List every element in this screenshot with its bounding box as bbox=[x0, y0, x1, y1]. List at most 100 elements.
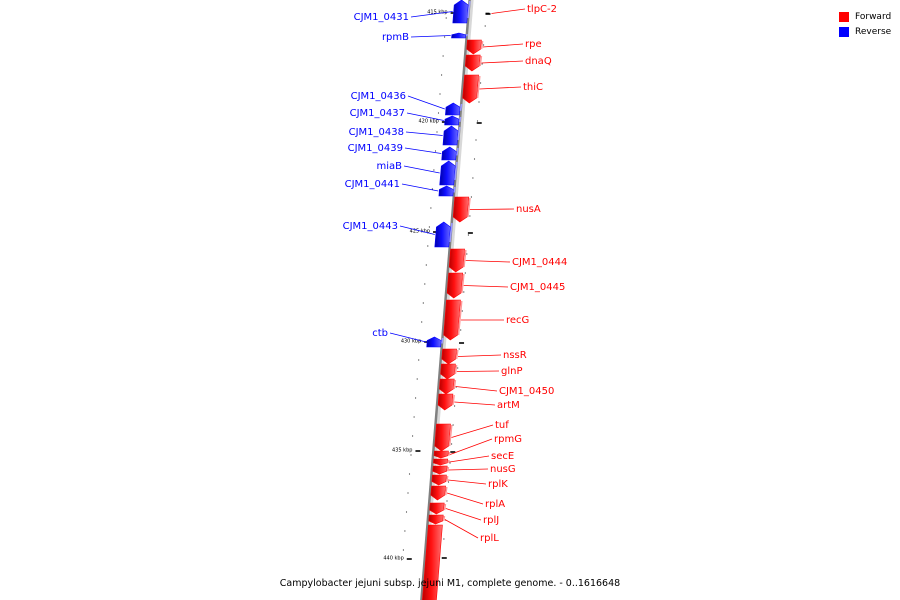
gene-feature-CJM1_0450 bbox=[439, 378, 457, 395]
gene-arrow-edge bbox=[455, 349, 459, 360]
minor-tick bbox=[460, 329, 462, 331]
gene-leader-line bbox=[463, 285, 509, 288]
minor-tick bbox=[472, 177, 474, 179]
minor-tick bbox=[473, 158, 476, 160]
gene-labels: CJM1_0431 tlpC-2 rpmB rpe dnaQ thiC CJM1_0436 C… bbox=[343, 4, 568, 544]
gene-leader-line bbox=[410, 11, 453, 18]
minor-tick bbox=[444, 36, 446, 38]
gene-arrow bbox=[434, 423, 451, 452]
gene-label: CJM1_0445 bbox=[510, 282, 565, 293]
gene-leader-line bbox=[444, 519, 479, 539]
minor-tick bbox=[436, 131, 438, 133]
gene-leader-line bbox=[410, 35, 451, 38]
gene-label: miaB bbox=[376, 161, 402, 172]
gene-arrow-edge bbox=[443, 503, 447, 511]
gene-leader-line bbox=[406, 112, 444, 121]
gene-arrow-edge bbox=[446, 466, 450, 472]
scale-tick-label: 420 kbp bbox=[418, 119, 438, 125]
gene-label: nusA bbox=[516, 204, 541, 215]
gene-arrow-edge bbox=[480, 40, 484, 50]
minor-tick bbox=[483, 44, 485, 46]
gene-leader-line bbox=[465, 260, 511, 263]
gene-feature-continuation bbox=[422, 524, 443, 600]
gene-arrow-edge bbox=[467, 197, 471, 218]
gene-label: CJM1_0436 bbox=[351, 91, 406, 102]
minor-tick bbox=[458, 348, 460, 350]
legend-swatch-forward bbox=[839, 11, 849, 22]
gene-leader-line bbox=[403, 165, 440, 174]
gene-leader-line bbox=[469, 208, 515, 210]
gene-arrow-edge bbox=[479, 55, 483, 67]
gene-arrow bbox=[446, 272, 464, 299]
gene-feature-secE bbox=[433, 458, 450, 466]
gene-feature-tuf bbox=[434, 423, 453, 452]
legend: Forward Reverse bbox=[839, 9, 891, 39]
minor-tick bbox=[452, 424, 454, 426]
legend-swatch-reverse bbox=[839, 26, 849, 37]
gene-label: rplL bbox=[480, 533, 499, 544]
gene-leader-line bbox=[491, 8, 526, 14]
gene-arrow-edge bbox=[454, 161, 458, 181]
gene-leader-line bbox=[404, 147, 442, 154]
gene-label: secE bbox=[491, 451, 514, 462]
gene-label: nssR bbox=[503, 350, 527, 361]
gene-leader-line bbox=[449, 438, 493, 455]
gene-arrow bbox=[441, 348, 457, 365]
gene-leader-line bbox=[451, 424, 494, 438]
gene-feature-CJM1_0431 bbox=[452, 0, 471, 24]
minor-tick bbox=[480, 82, 482, 84]
gene-arrow bbox=[438, 185, 454, 197]
gene-feature-nssR bbox=[441, 348, 459, 365]
minor-tick bbox=[437, 112, 440, 114]
minor-tick bbox=[410, 454, 412, 456]
minor-tick bbox=[441, 74, 443, 76]
gene-label: dnaQ bbox=[525, 56, 552, 67]
minor-tick bbox=[431, 188, 433, 190]
gene-arrow bbox=[428, 514, 444, 525]
minor-tick bbox=[439, 93, 441, 95]
gene-label: rplJ bbox=[483, 515, 499, 526]
minor-tick bbox=[484, 25, 486, 27]
gene-label: CJM1_0450 bbox=[499, 386, 554, 397]
gene-feature-glnP bbox=[440, 363, 458, 380]
minor-tick bbox=[445, 17, 447, 19]
gene-arrow-edge bbox=[457, 300, 463, 336]
minor-tick bbox=[476, 120, 479, 122]
legend-label: Forward bbox=[855, 11, 892, 22]
gene-label: tlpC-2 bbox=[527, 4, 557, 15]
minor-tick bbox=[467, 234, 469, 236]
minor-tick bbox=[402, 549, 404, 551]
gene-arrow-edge bbox=[454, 364, 458, 375]
minor-tick bbox=[442, 55, 444, 57]
gene-feature-rplK bbox=[431, 474, 449, 486]
gene-arrow-edge bbox=[446, 475, 449, 482]
gene-arrow bbox=[448, 248, 465, 273]
gene-arrow bbox=[441, 146, 457, 161]
gene-leader-line bbox=[389, 332, 427, 343]
gene-arrow-edge bbox=[461, 273, 465, 294]
gene-label: CJM1_0431 bbox=[354, 12, 409, 23]
gene-arrow bbox=[439, 378, 455, 395]
gene-leader-line bbox=[481, 60, 524, 64]
minor-tick bbox=[457, 367, 459, 369]
gene-arrow-edge bbox=[467, 0, 471, 19]
gene-label: rpmB bbox=[382, 32, 409, 43]
minor-tick bbox=[443, 538, 445, 540]
gene-label: CJM1_0443 bbox=[343, 221, 398, 232]
gene-label: rpe bbox=[525, 39, 542, 50]
gene-leader-line bbox=[454, 401, 496, 406]
gene-arrow bbox=[433, 458, 449, 466]
minor-tick bbox=[408, 473, 411, 475]
gene-arrow-edge bbox=[453, 186, 456, 193]
gene-arrow bbox=[445, 102, 461, 116]
gene-arrow bbox=[437, 393, 454, 411]
gene-feature-CJM1_0443 bbox=[434, 221, 453, 248]
gene-feature-recG bbox=[443, 299, 463, 341]
minor-tick bbox=[461, 310, 463, 312]
minor-tick bbox=[469, 215, 471, 217]
minor-tick bbox=[404, 530, 406, 532]
gene-leader-line bbox=[401, 183, 439, 192]
gene-arrow-edge bbox=[448, 424, 453, 447]
gene-arrow bbox=[462, 74, 479, 104]
minor-tick bbox=[451, 443, 453, 445]
